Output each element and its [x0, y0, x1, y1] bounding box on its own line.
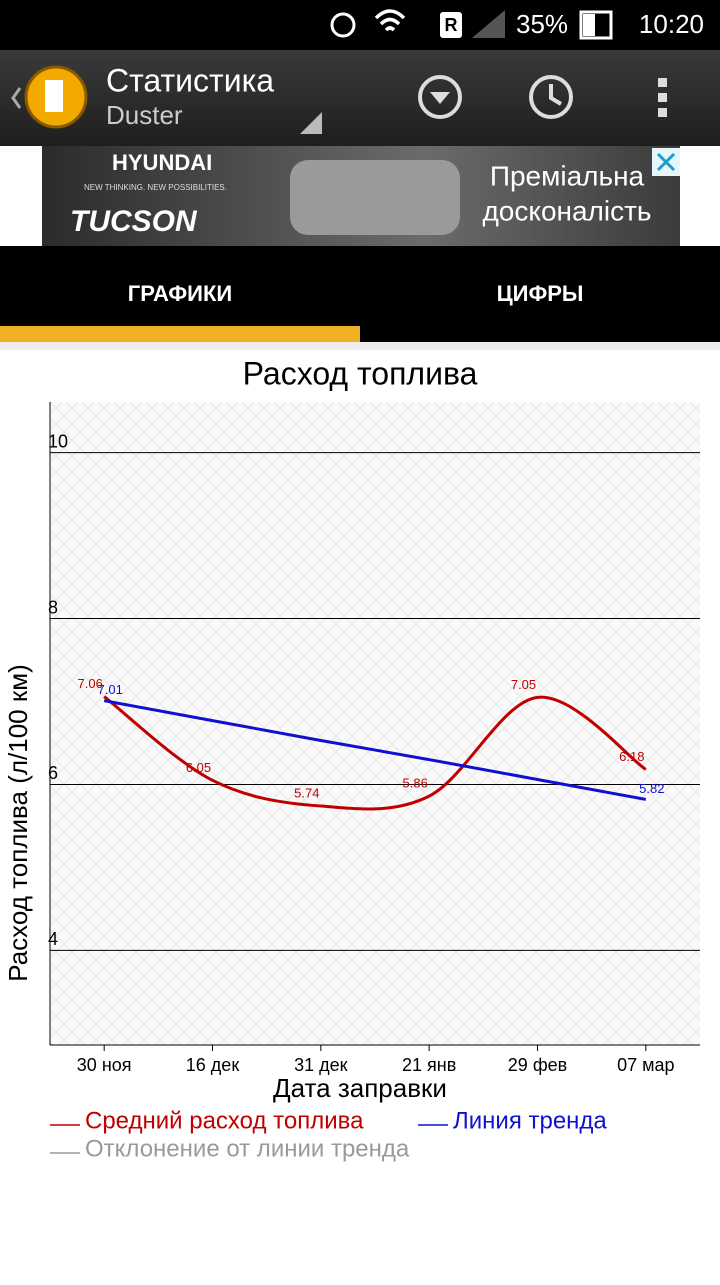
screen-subtitle: Duster [106, 100, 183, 130]
ad-car [290, 160, 460, 235]
back-button[interactable] [11, 87, 22, 109]
data-label: 5.86 [403, 776, 428, 791]
divider [0, 342, 720, 350]
tab[interactable]: ЦИФРЫ [497, 281, 584, 306]
series-line [103, 695, 647, 811]
y-tick-label: 6 [48, 763, 58, 783]
history-button[interactable] [529, 75, 573, 119]
spinner-arrow[interactable] [300, 112, 322, 134]
y-tick-label: 4 [48, 929, 58, 949]
y-tick-label: 10 [48, 431, 68, 451]
data-label: 7.01 [98, 682, 123, 697]
alarm-icon [330, 12, 356, 38]
ad-brand: HYUNDAI [112, 150, 212, 175]
pump-icon [45, 80, 63, 112]
x-axis-label: Дата заправки [273, 1073, 447, 1103]
status-bar [0, 0, 720, 50]
tab-indicator [0, 326, 360, 342]
data-label: 5.74 [294, 785, 319, 800]
battery-icon [579, 10, 613, 40]
ad-model: TUCSON [70, 205, 198, 238]
series-line [103, 699, 647, 801]
signal-icon [472, 10, 505, 38]
y-axis-label: Расход топлива (л/100 км) [3, 664, 33, 982]
clock: 10:20 [639, 9, 704, 39]
x-tick-label: 21 янв [402, 1055, 456, 1075]
action-bar [0, 50, 720, 146]
battery-fill [583, 14, 595, 36]
legend-label: Средний расход топлива [85, 1107, 364, 1134]
legend-label: Отклонение от линии тренда [85, 1135, 410, 1162]
menu-button[interactable] [658, 78, 667, 117]
x-tick-label: 30 ноя [77, 1055, 132, 1075]
data-label: 5.82 [639, 781, 664, 796]
y-tick-label: 8 [48, 597, 58, 617]
wifi-icon [374, 9, 406, 32]
x-tick-label: 16 дек [186, 1055, 240, 1075]
data-label: 6.18 [619, 749, 644, 764]
data-label: 7.06 [78, 676, 103, 691]
x-tick-label: 07 мар [617, 1055, 674, 1075]
ad-text: досконалість [482, 195, 651, 226]
x-tick-label: 29 фев [508, 1055, 567, 1075]
legend-label: Линия тренда [453, 1107, 607, 1134]
data-label: 7.05 [511, 677, 536, 692]
ad-close-x [656, 152, 676, 172]
tab[interactable]: ГРАФИКИ [128, 281, 232, 306]
battery-level: 35% [516, 9, 568, 39]
screen-title: Статистика [106, 62, 274, 98]
chart-title: Расход топлива [243, 355, 478, 391]
roaming-label: R [445, 15, 458, 35]
x-tick-label: 31 дек [294, 1055, 348, 1075]
ad-slogan: NEW THINKING. NEW POSSIBILITIES. [84, 183, 227, 192]
clock-hands [549, 84, 563, 106]
filter-button[interactable] [418, 75, 462, 119]
data-label: 6.05 [186, 760, 211, 775]
plot-area [50, 402, 700, 1045]
filter-arrow [430, 92, 450, 104]
ad-text: Преміальна [490, 160, 645, 191]
roaming-icon [440, 12, 462, 38]
